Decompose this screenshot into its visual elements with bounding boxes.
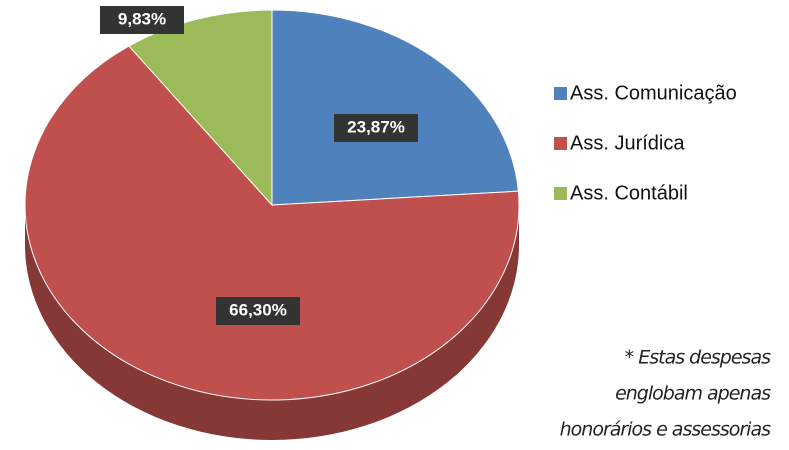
legend-swatch — [554, 187, 567, 200]
label-text: 9,83% — [118, 9, 166, 28]
legend-swatch — [554, 137, 567, 150]
data-label: 66,30% — [216, 297, 300, 325]
slice — [271, 9, 519, 206]
label-box — [100, 6, 184, 34]
legend-label: Ass. Contábil — [570, 182, 688, 204]
label-box — [334, 114, 418, 142]
slice-side — [25, 205, 519, 440]
note-line: englobam apenas — [615, 383, 771, 405]
data-label: 9,83% — [100, 6, 184, 34]
note-line: honorários e assessorias — [560, 419, 771, 441]
label-box — [216, 297, 300, 325]
data-label: 23,87% — [334, 114, 418, 142]
legend-label: Ass. Comunicação — [570, 82, 737, 104]
label-text: 66,30% — [229, 300, 287, 319]
slice — [128, 9, 273, 207]
legend-label: Ass. Jurídica — [570, 132, 685, 154]
note-line: * Estas despesas — [625, 347, 771, 369]
slice — [24, 45, 520, 401]
label-text: 23,87% — [347, 117, 405, 136]
legend-swatch — [554, 87, 567, 100]
